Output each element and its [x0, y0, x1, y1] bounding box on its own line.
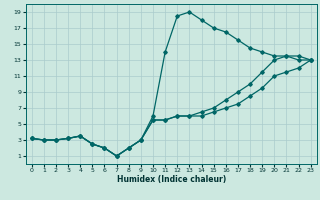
X-axis label: Humidex (Indice chaleur): Humidex (Indice chaleur) — [116, 175, 226, 184]
